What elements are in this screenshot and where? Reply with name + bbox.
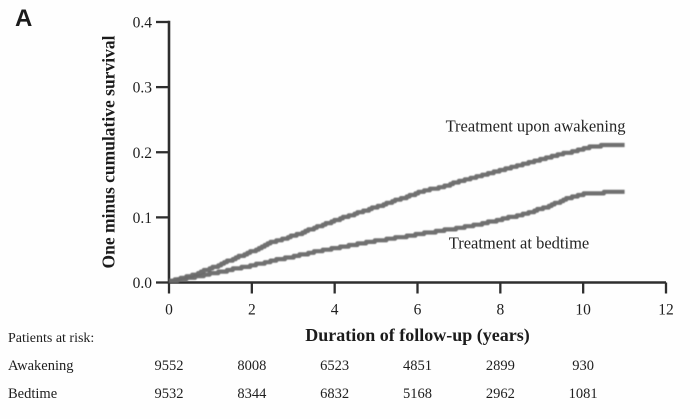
y-tick-label: 0.3: [133, 80, 153, 97]
y-tick-label: 0.1: [133, 210, 152, 227]
series-label-awakening: Treatment upon awakening: [446, 116, 626, 135]
risk-value: 8344: [237, 386, 267, 402]
risk-value: 8008: [237, 358, 267, 374]
x-axis: 0 2 4 6 8 10 12: [165, 282, 674, 319]
x-axis-title: Duration of follow-up (years): [305, 325, 530, 345]
y-axis-title: One minus cumulative survival: [98, 35, 119, 269]
x-tick-label: 2: [248, 302, 256, 319]
series-label-bedtime: Treatment at bedtime: [449, 234, 590, 253]
risk-value: 6523: [320, 358, 350, 374]
axes-spine: [167, 20, 666, 284]
risk-row-label: Awakening: [8, 358, 74, 374]
x-tick-label: 6: [414, 302, 422, 319]
x-tick-label: 12: [658, 302, 674, 319]
curve-bedtime: [169, 189, 625, 283]
y-tick-label: 0.0: [133, 275, 153, 292]
patients-at-risk-label: Patients at risk:: [8, 331, 95, 346]
y-axis: 0.0 0.1 0.2 0.3 0.4: [133, 15, 169, 292]
risk-value: 9552: [154, 358, 184, 374]
curve-awakening: [169, 142, 625, 283]
risk-value: 2962: [485, 386, 515, 402]
risk-value: 1081: [568, 386, 598, 402]
x-tick-label: 10: [575, 302, 591, 319]
risk-value: 6832: [320, 386, 350, 402]
y-tick-label: 0.4: [133, 15, 153, 32]
x-tick-label: 0: [165, 302, 173, 319]
risk-value: 9532: [154, 386, 184, 402]
x-tick-label: 4: [331, 302, 339, 319]
survival-chart: 0.0 0.1 0.2 0.3 0.4 0 2 4 6 8 10 12 Treatment upon a…: [133, 15, 674, 319]
risk-value: 5168: [403, 386, 432, 402]
y-tick-label: 0.2: [133, 145, 152, 162]
x-tick-label: 8: [496, 302, 504, 319]
panel-letter: A: [15, 5, 33, 32]
risk-row-label: Bedtime: [8, 386, 58, 402]
risk-value: 4851: [403, 358, 432, 374]
risk-value: 2899: [485, 358, 515, 374]
risk-value: 930: [572, 358, 595, 374]
curves: [169, 142, 625, 283]
